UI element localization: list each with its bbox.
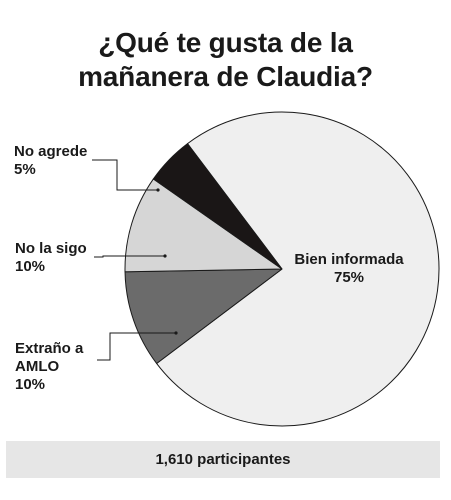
slice-name-extrano-a-amlo: Extraño a [15,340,84,357]
leader-line-extrano-a-amlo [97,332,176,361]
leader-dot-extrano-a-amlo [174,331,178,335]
participants-count: 1,610 participantes [155,451,291,468]
slice-label-no-agrede: No agrede 5% [14,143,87,178]
chart-title-line-1: ¿Qué te gusta de la [98,27,353,58]
leader-dot-no-agrede [156,188,160,192]
slice-label-no-la-sigo: No la sigo 10% [15,240,87,275]
slice-label-extrano-a-amlo: Extraño a AMLO 10% [15,340,84,393]
participants-bar: 1,610 participantes [6,441,440,478]
chart-title-line-2: mañanera de Claudia? [78,61,373,92]
slice-name-no-la-sigo: No la sigo [15,240,87,257]
slice-name-bien-informada: Bien informada [294,251,404,268]
leader-line-no-agrede [92,159,158,191]
pie-slice-extrano-a-amlo [124,268,283,364]
pie-chart: Bien informada 75%Extraño a AMLO 10%No la s… [14,111,440,427]
pie-slice-bien-informada [156,111,440,427]
chart-title: ¿Qué te gusta de la mañanera de Claudia? [0,26,451,94]
leader-line-no-la-sigo [94,255,165,258]
slice-value-no-la-sigo: 10% [15,258,45,275]
pie-slice-no-agrede [152,143,283,270]
slice-name-no-agrede: No agrede [14,143,87,160]
pie-slice-no-la-sigo [124,178,283,273]
slice-value-no-agrede: 5% [14,161,36,178]
slice-value-extrano-a-amlo: 10% [15,376,45,393]
slice-value-bien-informada: 75% [334,269,364,286]
leader-dot-no-la-sigo [163,254,167,258]
slice-name-extrano-a-amlo: AMLO [15,358,59,375]
slice-label-bien-informada: Bien informada 75% [294,251,404,286]
